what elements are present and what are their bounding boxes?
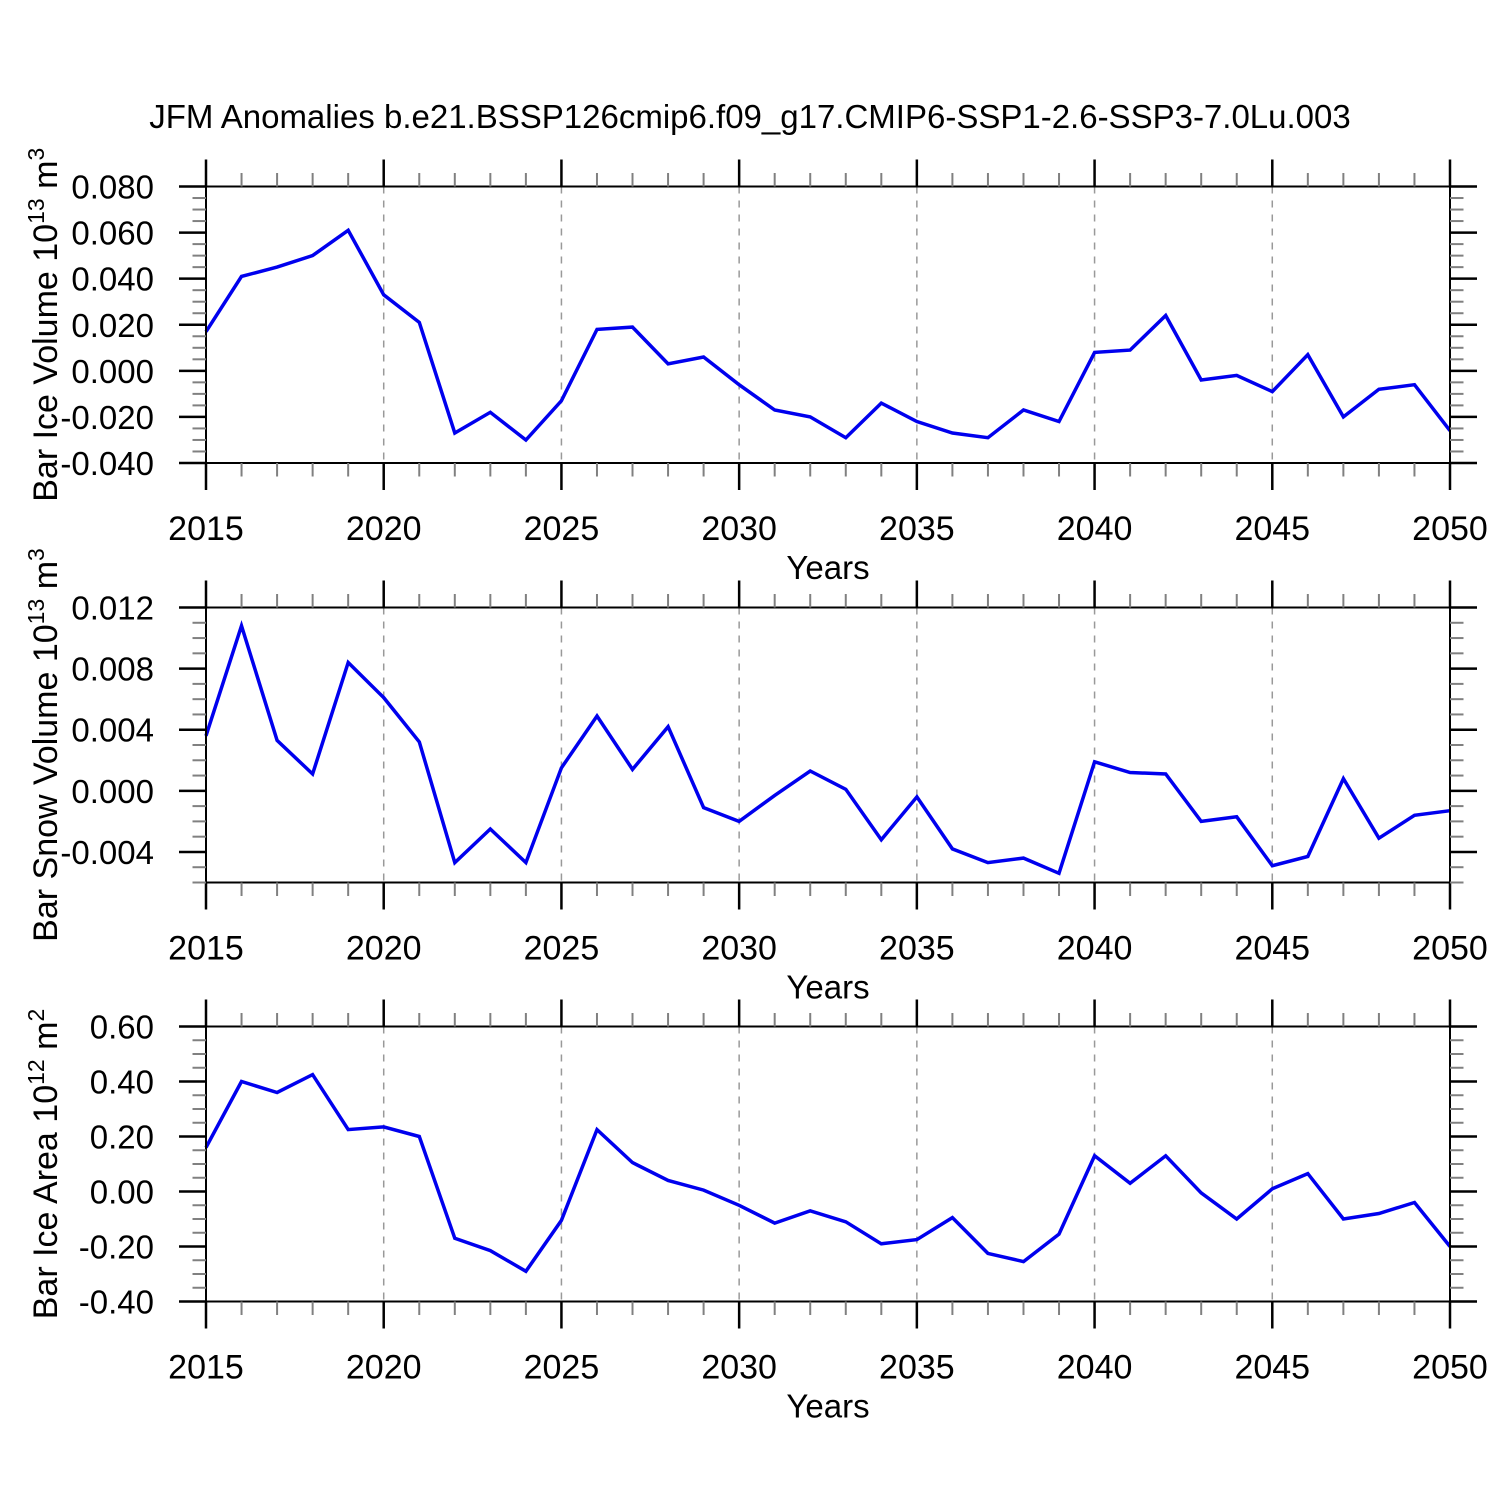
y-tick-label: -0.040 <box>60 445 154 482</box>
x-tick-label: 2045 <box>1234 930 1310 968</box>
x-tick-label: 2040 <box>1057 1349 1133 1387</box>
y-tick-label: 0.40 <box>90 1064 154 1101</box>
x-tick-label: 2015 <box>168 930 244 968</box>
x-tick-label: 2045 <box>1234 510 1310 548</box>
plot-frame <box>205 185 1451 464</box>
x-tick-label: 2035 <box>879 510 955 548</box>
x-tick-label: 2015 <box>168 510 244 548</box>
figure-title: JFM Anomalies b.e21.BSSP126cmip6.f09_g17… <box>149 98 1351 135</box>
y-tick-label: 0.20 <box>90 1119 154 1156</box>
x-tick-label: 2035 <box>879 1349 955 1387</box>
panel-bar-ice-volume: 0.080 0.060 0.040 0.020 0.000 -0.020 -0.040 201… <box>23 148 1488 586</box>
x-tick-label: 2030 <box>701 510 777 548</box>
y-axis-title: Bar Snow Volume 1013 m3 <box>23 548 65 942</box>
x-tick-label: 2020 <box>346 1349 422 1387</box>
panel-bar-snow-volume: 0.012 0.008 0.004 0.000 -0.004 2015 2020 2025 20… <box>23 548 1488 1005</box>
x-tick-label: 2050 <box>1412 930 1488 968</box>
data-line-bar-ice-volume <box>204 227 1452 443</box>
x-tick-label: 2040 <box>1057 510 1133 548</box>
x-tick-label: 2030 <box>701 1349 777 1387</box>
x-tick-label: 2035 <box>879 930 955 968</box>
y-tick-label: -0.20 <box>79 1229 154 1266</box>
y-tick-label: 0.000 <box>71 353 154 390</box>
y-tick-label: 0.012 <box>71 590 154 627</box>
x-tick-label: 2050 <box>1412 510 1488 548</box>
x-tick-label: 2045 <box>1234 1349 1310 1387</box>
x-axis-title: Years <box>786 969 869 1006</box>
y-tick-label: 0.000 <box>71 773 154 810</box>
y-tick-label: 0.020 <box>71 307 154 344</box>
y-tick-label: -0.40 <box>79 1284 154 1321</box>
y-tick-label: 0.080 <box>71 169 154 206</box>
x-tick-label: 2020 <box>346 510 422 548</box>
y-tick-label: -0.004 <box>60 834 154 871</box>
y-tick-label: 0.040 <box>71 261 154 298</box>
x-tick-label: 2015 <box>168 1349 244 1387</box>
y-tick-label: 0.00 <box>90 1174 154 1211</box>
x-tick-label: 2020 <box>346 930 422 968</box>
x-tick-label: 2025 <box>524 510 600 548</box>
y-tick-label: 0.060 <box>71 215 154 252</box>
x-tick-label: 2040 <box>1057 930 1133 968</box>
plot-frame <box>205 606 1451 884</box>
x-tick-label: 2025 <box>524 930 600 968</box>
x-axis-title: Years <box>786 549 869 586</box>
y-axis-title: Bar Ice Volume 1013 m3 <box>23 148 65 502</box>
x-axis-title: Years <box>786 1388 869 1425</box>
y-axis-title: Bar Ice Area 1012 m2 <box>23 1009 65 1320</box>
y-tick-label: 0.60 <box>90 1009 154 1046</box>
y-tick-label: 0.004 <box>71 712 154 749</box>
x-tick-label: 2030 <box>701 930 777 968</box>
x-tick-label: 2050 <box>1412 1349 1488 1387</box>
y-tick-label: 0.008 <box>71 651 154 688</box>
y-tick-label: -0.020 <box>60 399 154 436</box>
data-line-bar-snow-volume <box>204 620 1451 876</box>
x-tick-label: 2025 <box>524 1349 600 1387</box>
plot-frame <box>205 1025 1451 1303</box>
panel-bar-ice-area: 0.60 0.40 0.20 0.00 -0.20 -0.40 2015 2020 2025 20… <box>23 999 1488 1425</box>
data-line-bar-ice-area <box>204 1072 1452 1274</box>
